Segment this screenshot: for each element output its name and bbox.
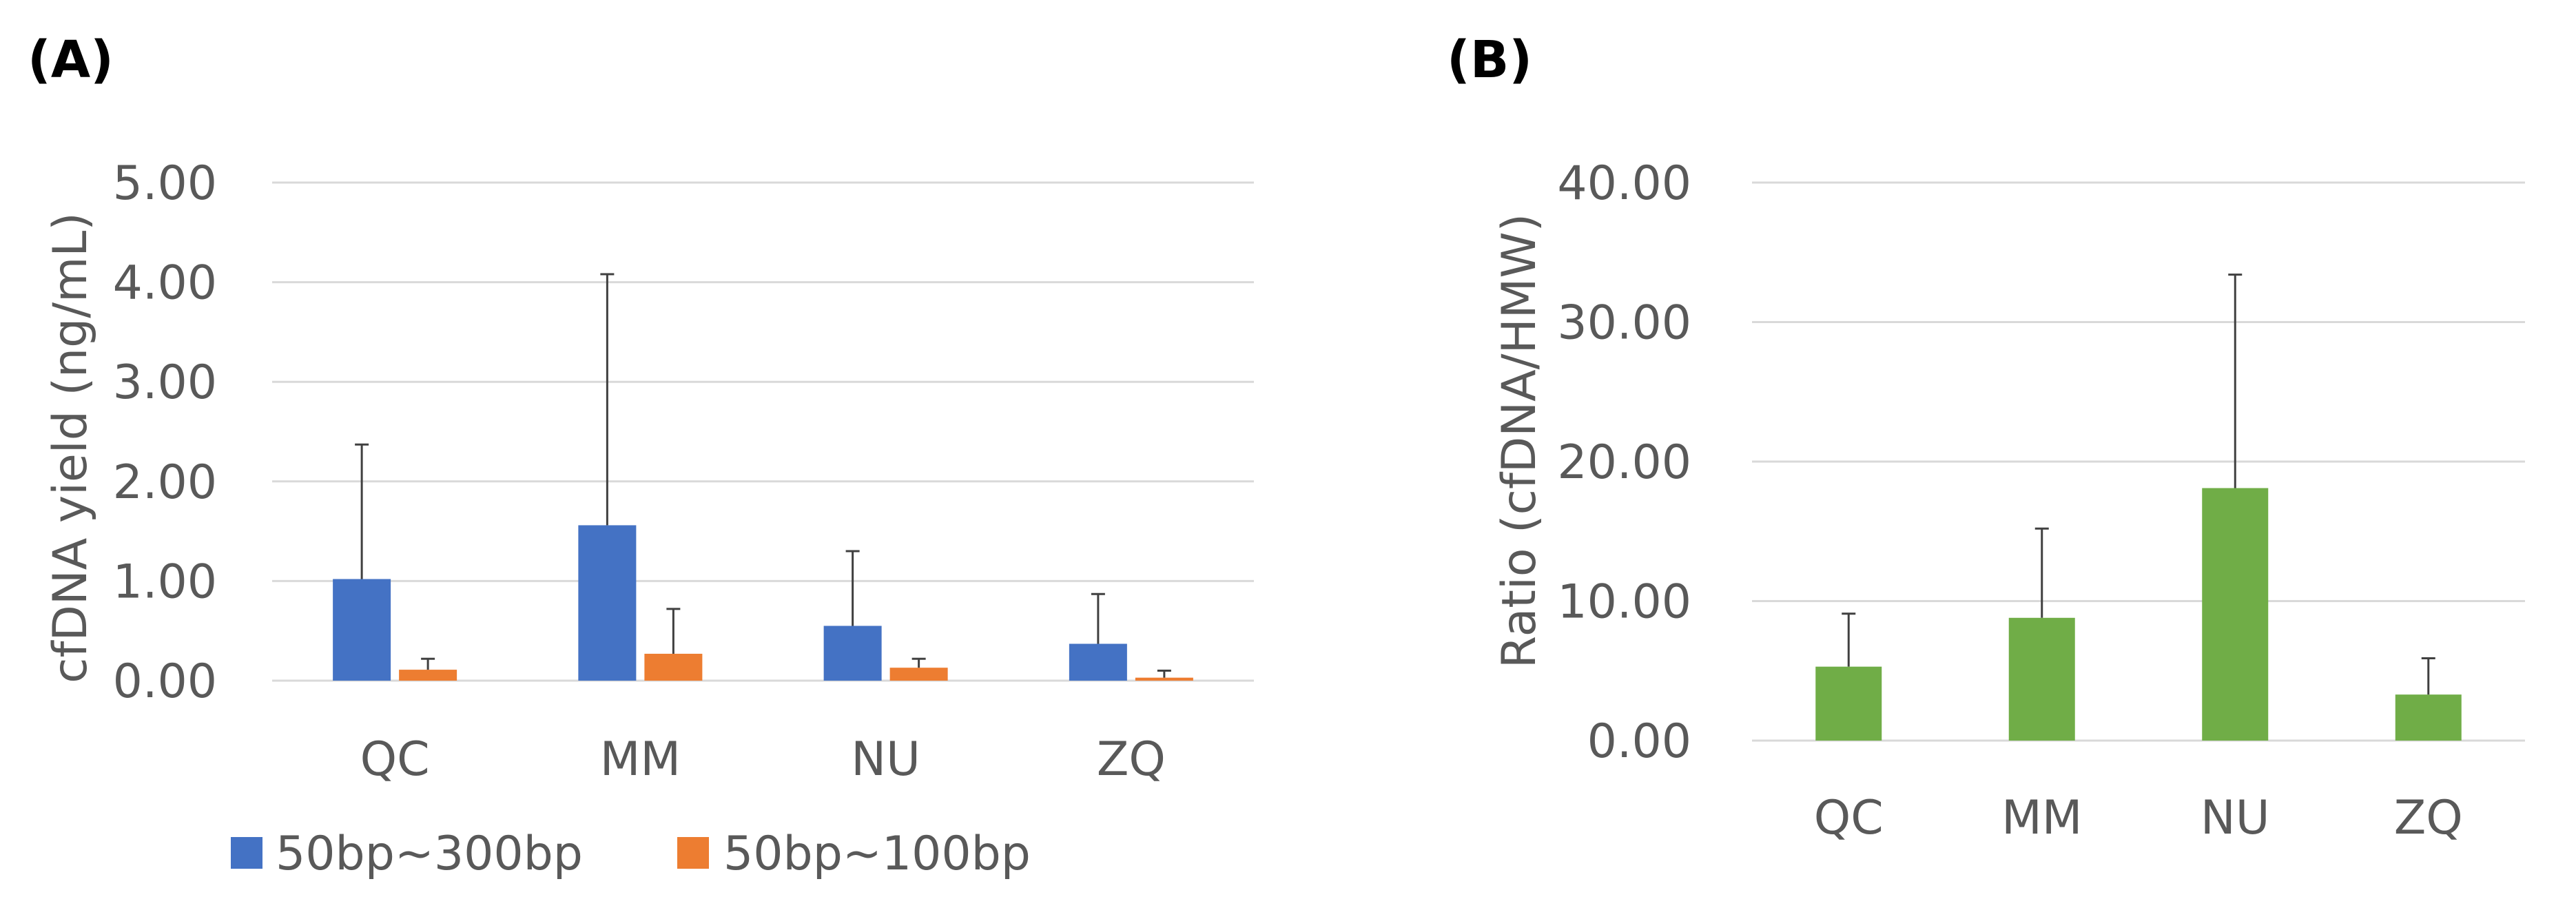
y-tick-label: 0.00 [1587,714,1691,769]
bar [644,653,703,681]
bar [823,626,882,681]
y-tick-label: 0.00 [113,654,217,709]
x-tick-label: QC [360,732,430,787]
bar [2008,617,2075,741]
bar [578,525,637,681]
x-tick-label: QC [1814,791,1884,845]
chart-a-y-axis-title: cfDNA yield (ng/mL) [43,212,98,683]
chart-a-error-bars [355,273,1171,678]
chart-b-x-ticks: QC MM NU ZQ [1814,791,2463,845]
y-tick-label: 3.00 [113,355,217,410]
bar [2395,694,2462,741]
x-tick-label: ZQ [2394,791,2463,845]
panel-b-label: (B) [1447,30,1532,90]
chart-b-y-axis-title: Ratio (cfDNA/HMW) [1492,214,1547,668]
y-tick-label: 5.00 [113,156,217,211]
legend-label-50bp-300bp: 50bp~300bp [276,827,583,881]
chart-b-grid [1752,181,2525,742]
chart-a-legend: 50bp~300bp 50bp~100bp [231,827,1031,881]
legend-swatch-50bp-300bp [231,837,262,869]
chart-b-bars [1815,488,2462,741]
x-tick-label: NU [851,732,920,787]
x-tick-label: ZQ [1097,732,1166,787]
x-tick-label: MM [2001,791,2082,845]
chart-a-grid [272,181,1254,682]
y-tick-label: 10.00 [1557,575,1691,630]
bar [1815,666,1882,741]
bar [1069,643,1127,681]
bar [333,579,391,681]
bar [2202,488,2269,741]
legend-swatch-50bp-100bp [677,837,709,869]
y-tick-label: 20.00 [1557,435,1691,490]
y-tick-label: 4.00 [113,256,217,311]
x-tick-label: MM [600,732,681,787]
y-tick-label: 1.00 [113,555,217,609]
chart-a-bars [333,525,1193,681]
bar [1135,677,1193,681]
chart-b-ratio: 0.00 10.00 20.00 30.00 40.00 QC MM NU ZQ Ratio … [1492,156,2525,845]
y-tick-label: 30.00 [1557,296,1691,351]
bar [889,668,948,681]
y-tick-label: 40.00 [1557,156,1691,211]
chart-a-x-ticks: QC MM NU ZQ [360,732,1166,787]
legend-label-50bp-100bp: 50bp~100bp [723,827,1031,881]
bar [399,670,457,681]
chart-a-y-ticks: 0.00 1.00 2.00 3.00 4.00 5.00 [113,156,217,709]
chart-b-error-bars [1842,274,2435,695]
y-tick-label: 2.00 [113,455,217,510]
x-tick-label: NU [2201,791,2270,845]
panel-a-label: (A) [28,30,114,90]
chart-b-y-ticks: 0.00 10.00 20.00 30.00 40.00 [1557,156,1691,769]
chart-a-cfdna-yield: 0.00 1.00 2.00 3.00 4.00 5.00 QC MM NU ZQ cfDNA … [43,156,1254,881]
